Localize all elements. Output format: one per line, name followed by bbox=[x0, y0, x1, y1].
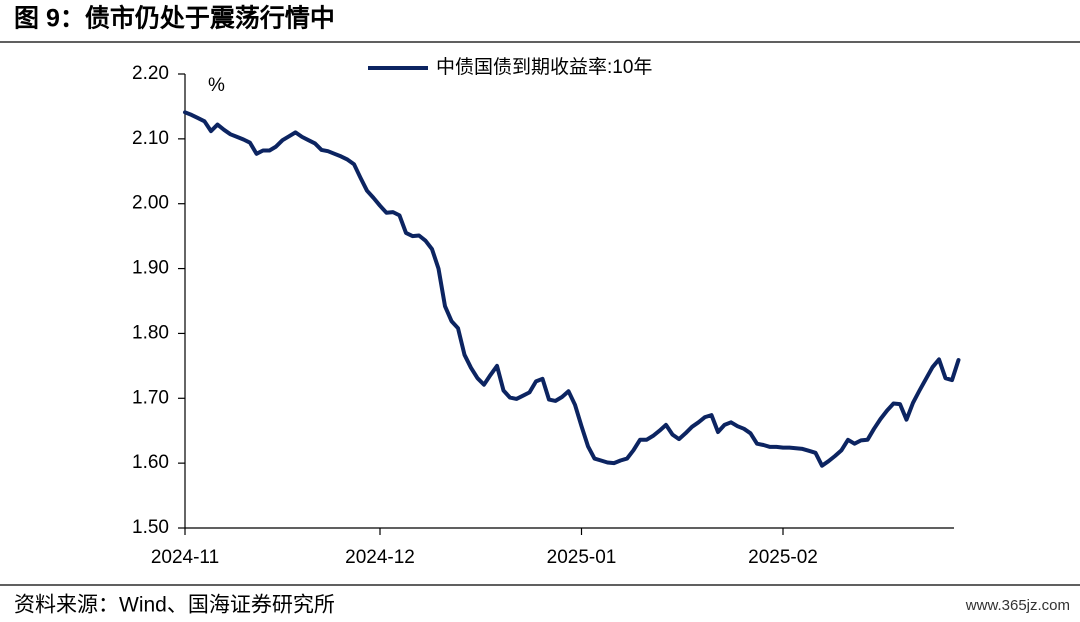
x-tick-label: 2024-11 bbox=[151, 547, 219, 568]
x-tick-label: 2024-12 bbox=[345, 547, 415, 568]
y-tick-label: 1.90 bbox=[132, 258, 169, 279]
y-tick-label: 2.10 bbox=[132, 128, 169, 149]
y-tick-label: 2.20 bbox=[132, 63, 169, 84]
x-tick-label: 2025-01 bbox=[547, 547, 617, 568]
chart-title: 图 9：债市仍处于震荡行情中 bbox=[14, 4, 335, 33]
legend-label: 中债国债到期收益率:10年 bbox=[436, 56, 652, 78]
y-tick-label: 1.60 bbox=[132, 452, 169, 473]
y-unit: % bbox=[208, 75, 225, 96]
y-tick-label: 2.00 bbox=[132, 193, 169, 214]
y-tick-label: 1.80 bbox=[132, 322, 169, 343]
source: 资料来源：Wind、国海证券研究所 bbox=[14, 594, 335, 617]
watermark: www.365jz.com bbox=[965, 597, 1070, 614]
x-tick-label: 2025-02 bbox=[748, 547, 818, 568]
y-tick-label: 1.70 bbox=[132, 387, 169, 408]
y-tick-label: 1.50 bbox=[132, 517, 169, 538]
data-line bbox=[183, 110, 961, 468]
